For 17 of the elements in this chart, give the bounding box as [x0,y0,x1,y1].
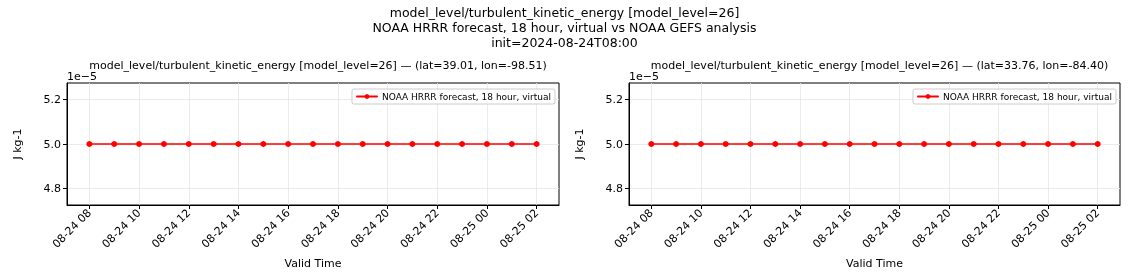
y-tick-label: 4.8 [605,181,623,195]
chart-title: model_level/turbulent_kinetic_energy [model_level=26] — (lat=33.76, lon=-84.40) [650,59,1109,72]
chart-title: model_level/turbulent_kinetic_energy [model_level=26] — (lat=39.01, lon=-98.51) [89,59,547,72]
y-tick-label: 5.2 [605,93,623,107]
x-axis-title: Valid Time [846,257,904,270]
y-tick-label: 5.0 [605,137,623,151]
y-axis-title: J kg-1 [573,128,586,161]
y-tick-label: 4.8 [43,181,61,195]
text: model_level/turbulent_kinetic_energy [model_level=26] NOAA HRRR forecast, 18 hour, virtual vs NOAA GEFS analysis init=2024-08-24T08:00 [371,5,758,50]
x-axis-title: Valid Time [284,257,342,270]
annotation: 1e−5 [67,70,97,83]
y-axis-title: J kg-1 [11,128,24,161]
annotation: 1e−5 [629,70,659,83]
legend-label: NOAA HRRR forecast, 18 hour, virtual [381,91,551,102]
y-tick-label: 5.2 [43,93,61,107]
legend-label: NOAA HRRR forecast, 18 hour, virtual [942,91,1112,102]
y-tick-label: 5.0 [43,137,61,151]
